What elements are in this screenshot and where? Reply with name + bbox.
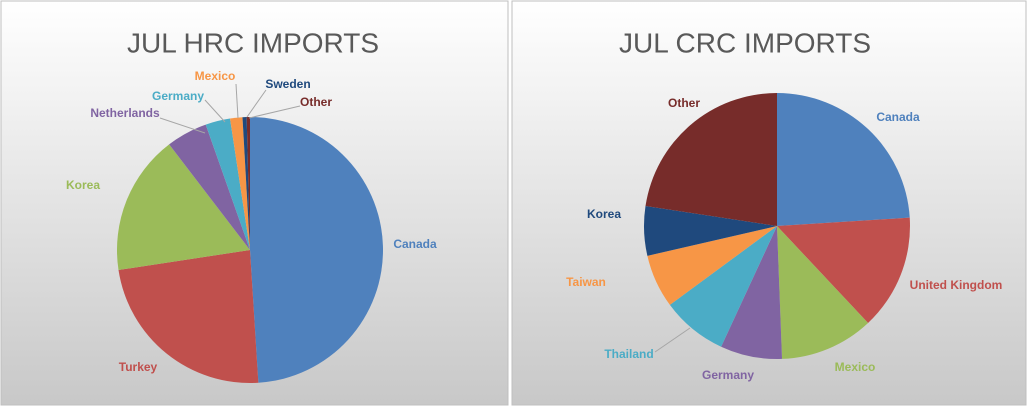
pie-slice [230, 117, 250, 251]
pie-slice [246, 117, 250, 250]
chart-title: JUL HRC IMPORTS [127, 27, 379, 58]
slice-label: Germany [152, 89, 204, 103]
slice-label: Korea [587, 207, 621, 221]
pie-slice [777, 217, 910, 323]
slice-label: Thailand [604, 347, 653, 361]
pie-slice [169, 124, 250, 250]
slice-label: Turkey [119, 360, 158, 374]
chart-title: JUL CRC IMPORTS [619, 27, 871, 58]
leader-line [246, 89, 267, 118]
slice-label: Taiwan [566, 275, 606, 289]
slice-label: Other [300, 95, 332, 109]
pie-slice [117, 144, 250, 270]
pie-slice [242, 117, 250, 251]
leader-line [159, 117, 206, 134]
pie-slice [118, 250, 259, 383]
slice-label: Germany [702, 368, 754, 382]
pie-slice [669, 226, 777, 347]
slice-label: Mexico [835, 360, 876, 374]
pie-slice [721, 226, 783, 359]
slice-label: Canada [393, 237, 437, 251]
slice-label: Other [668, 96, 700, 110]
slice-label: Mexico [195, 69, 236, 83]
pie-slice [777, 93, 910, 226]
pie-slice [647, 226, 777, 305]
leader-line [235, 83, 239, 119]
slice-label: Korea [66, 178, 100, 192]
slice-label: Canada [876, 110, 920, 124]
pie-slice [777, 226, 869, 359]
pie-slice [250, 117, 384, 383]
leader-line [654, 327, 691, 353]
slice-label: Netherlands [90, 106, 160, 120]
pie-slice [644, 206, 777, 256]
slice-label: Sweden [265, 77, 310, 91]
slice-label: United Kingdom [910, 278, 1003, 292]
leader-line [204, 99, 226, 123]
pie-slice [205, 118, 250, 251]
pie-slice [645, 93, 777, 226]
leader-line [248, 105, 301, 119]
